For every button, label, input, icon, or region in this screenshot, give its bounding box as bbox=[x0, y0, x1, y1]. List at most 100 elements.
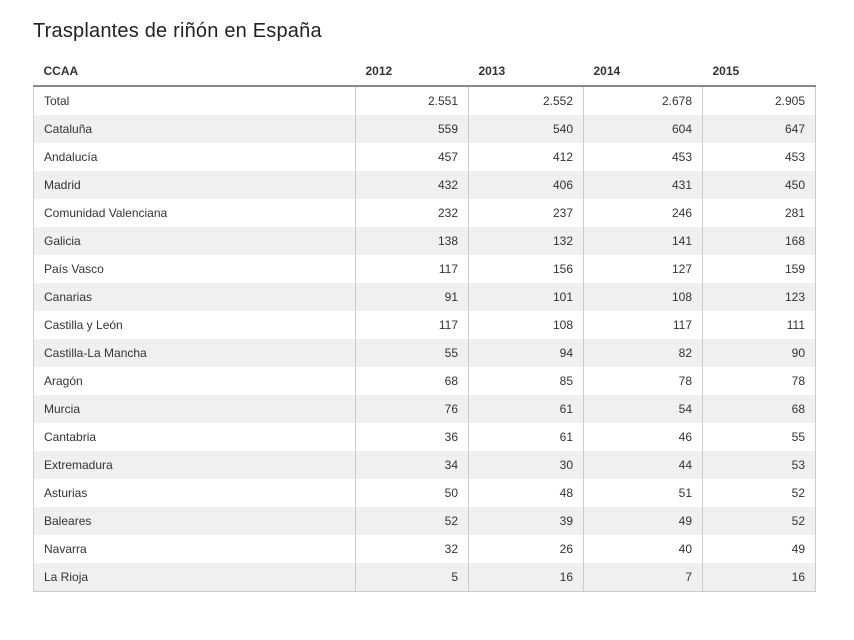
row-label: Aragón bbox=[33, 367, 356, 395]
row-label: Castilla y León bbox=[33, 311, 356, 339]
row-value: 91 bbox=[355, 283, 469, 311]
row-value: 85 bbox=[468, 367, 584, 395]
row-value: 156 bbox=[468, 255, 584, 283]
row-value: 412 bbox=[468, 143, 584, 171]
row-value: 44 bbox=[583, 451, 703, 479]
row-value: 431 bbox=[583, 171, 703, 199]
row-value: 132 bbox=[468, 227, 584, 255]
row-label: Cantabria bbox=[33, 423, 356, 451]
row-value: 61 bbox=[468, 423, 584, 451]
row-value: 2.552 bbox=[468, 86, 584, 115]
row-value: 52 bbox=[355, 507, 469, 535]
row-value: 90 bbox=[702, 339, 816, 367]
row-label: Comunidad Valenciana bbox=[33, 199, 356, 227]
row-value: 54 bbox=[583, 395, 703, 423]
table-row: Castilla y León 117 108 117 111 bbox=[33, 311, 816, 339]
row-label: Murcia bbox=[33, 395, 356, 423]
row-value: 51 bbox=[583, 479, 703, 507]
row-value: 2.678 bbox=[583, 86, 703, 115]
table-row: Navarra 32 26 40 49 bbox=[33, 535, 816, 563]
row-label: La Rioja bbox=[33, 563, 356, 592]
row-value: 52 bbox=[702, 507, 816, 535]
row-value: 117 bbox=[355, 255, 469, 283]
row-value: 2.551 bbox=[355, 86, 469, 115]
row-value: 647 bbox=[702, 115, 816, 143]
row-value: 39 bbox=[468, 507, 584, 535]
row-label: Cataluña bbox=[33, 115, 356, 143]
table-row: Murcia 76 61 54 68 bbox=[33, 395, 816, 423]
row-value: 168 bbox=[702, 227, 816, 255]
table-row: Cataluña 559 540 604 647 bbox=[33, 115, 816, 143]
row-label: Extremadura bbox=[33, 451, 356, 479]
row-value: 7 bbox=[583, 563, 703, 592]
row-value: 117 bbox=[355, 311, 469, 339]
row-value: 127 bbox=[583, 255, 703, 283]
row-value: 48 bbox=[468, 479, 584, 507]
column-header-year: 2013 bbox=[468, 58, 584, 87]
row-value: 55 bbox=[355, 339, 469, 367]
row-value: 55 bbox=[702, 423, 816, 451]
transplants-table: CCAA 2012 2013 2014 2015 Total 2.551 2.552 2.67… bbox=[33, 58, 816, 592]
row-value: 36 bbox=[355, 423, 469, 451]
table-row: Comunidad Valenciana 232 237 246 281 bbox=[33, 199, 816, 227]
table-row: Baleares 52 39 49 52 bbox=[33, 507, 816, 535]
table-header: CCAA 2012 2013 2014 2015 bbox=[33, 58, 816, 87]
table-row: Aragón 68 85 78 78 bbox=[33, 367, 816, 395]
row-value: 32 bbox=[355, 535, 469, 563]
row-value: 49 bbox=[702, 535, 816, 563]
row-label: Baleares bbox=[33, 507, 356, 535]
row-value: 559 bbox=[355, 115, 469, 143]
table-row: Andalucía 457 412 453 453 bbox=[33, 143, 816, 171]
row-value: 16 bbox=[468, 563, 584, 592]
row-value: 237 bbox=[468, 199, 584, 227]
row-label: Asturias bbox=[33, 479, 356, 507]
row-label: Canarias bbox=[33, 283, 356, 311]
row-value: 159 bbox=[702, 255, 816, 283]
row-value: 30 bbox=[468, 451, 584, 479]
row-label: Madrid bbox=[33, 171, 356, 199]
row-value: 141 bbox=[583, 227, 703, 255]
row-value: 457 bbox=[355, 143, 469, 171]
row-value: 540 bbox=[468, 115, 584, 143]
row-value: 138 bbox=[355, 227, 469, 255]
row-value: 406 bbox=[468, 171, 584, 199]
row-value: 49 bbox=[583, 507, 703, 535]
row-value: 50 bbox=[355, 479, 469, 507]
table-row: Galicia 138 132 141 168 bbox=[33, 227, 816, 255]
row-value: 281 bbox=[702, 199, 816, 227]
row-value: 111 bbox=[702, 311, 816, 339]
table-row: Extremadura 34 30 44 53 bbox=[33, 451, 816, 479]
row-value: 82 bbox=[583, 339, 703, 367]
row-value: 34 bbox=[355, 451, 469, 479]
row-value: 432 bbox=[355, 171, 469, 199]
table-row: La Rioja 5 16 7 16 bbox=[33, 563, 816, 592]
row-value: 453 bbox=[702, 143, 816, 171]
page: Trasplantes de riñón en España CCAA 2012 2… bbox=[33, 20, 816, 592]
row-value: 16 bbox=[702, 563, 816, 592]
row-value: 76 bbox=[355, 395, 469, 423]
row-value: 78 bbox=[583, 367, 703, 395]
table-row: Total 2.551 2.552 2.678 2.905 bbox=[33, 86, 816, 115]
row-label: Castilla-La Mancha bbox=[33, 339, 356, 367]
row-value: 108 bbox=[468, 311, 584, 339]
row-value: 117 bbox=[583, 311, 703, 339]
table-row: Castilla-La Mancha 55 94 82 90 bbox=[33, 339, 816, 367]
column-header-year: 2012 bbox=[355, 58, 469, 87]
row-value: 453 bbox=[583, 143, 703, 171]
row-value: 246 bbox=[583, 199, 703, 227]
row-value: 78 bbox=[702, 367, 816, 395]
row-value: 108 bbox=[583, 283, 703, 311]
table-row: Asturias 50 48 51 52 bbox=[33, 479, 816, 507]
row-value: 53 bbox=[702, 451, 816, 479]
table-row: Madrid 432 406 431 450 bbox=[33, 171, 816, 199]
row-value: 101 bbox=[468, 283, 584, 311]
row-label: Navarra bbox=[33, 535, 356, 563]
column-header-year: 2014 bbox=[583, 58, 703, 87]
row-value: 94 bbox=[468, 339, 584, 367]
row-value: 61 bbox=[468, 395, 584, 423]
row-value: 26 bbox=[468, 535, 584, 563]
row-label: País Vasco bbox=[33, 255, 356, 283]
row-value: 450 bbox=[702, 171, 816, 199]
row-value: 52 bbox=[702, 479, 816, 507]
table-row: Canarias 91 101 108 123 bbox=[33, 283, 816, 311]
